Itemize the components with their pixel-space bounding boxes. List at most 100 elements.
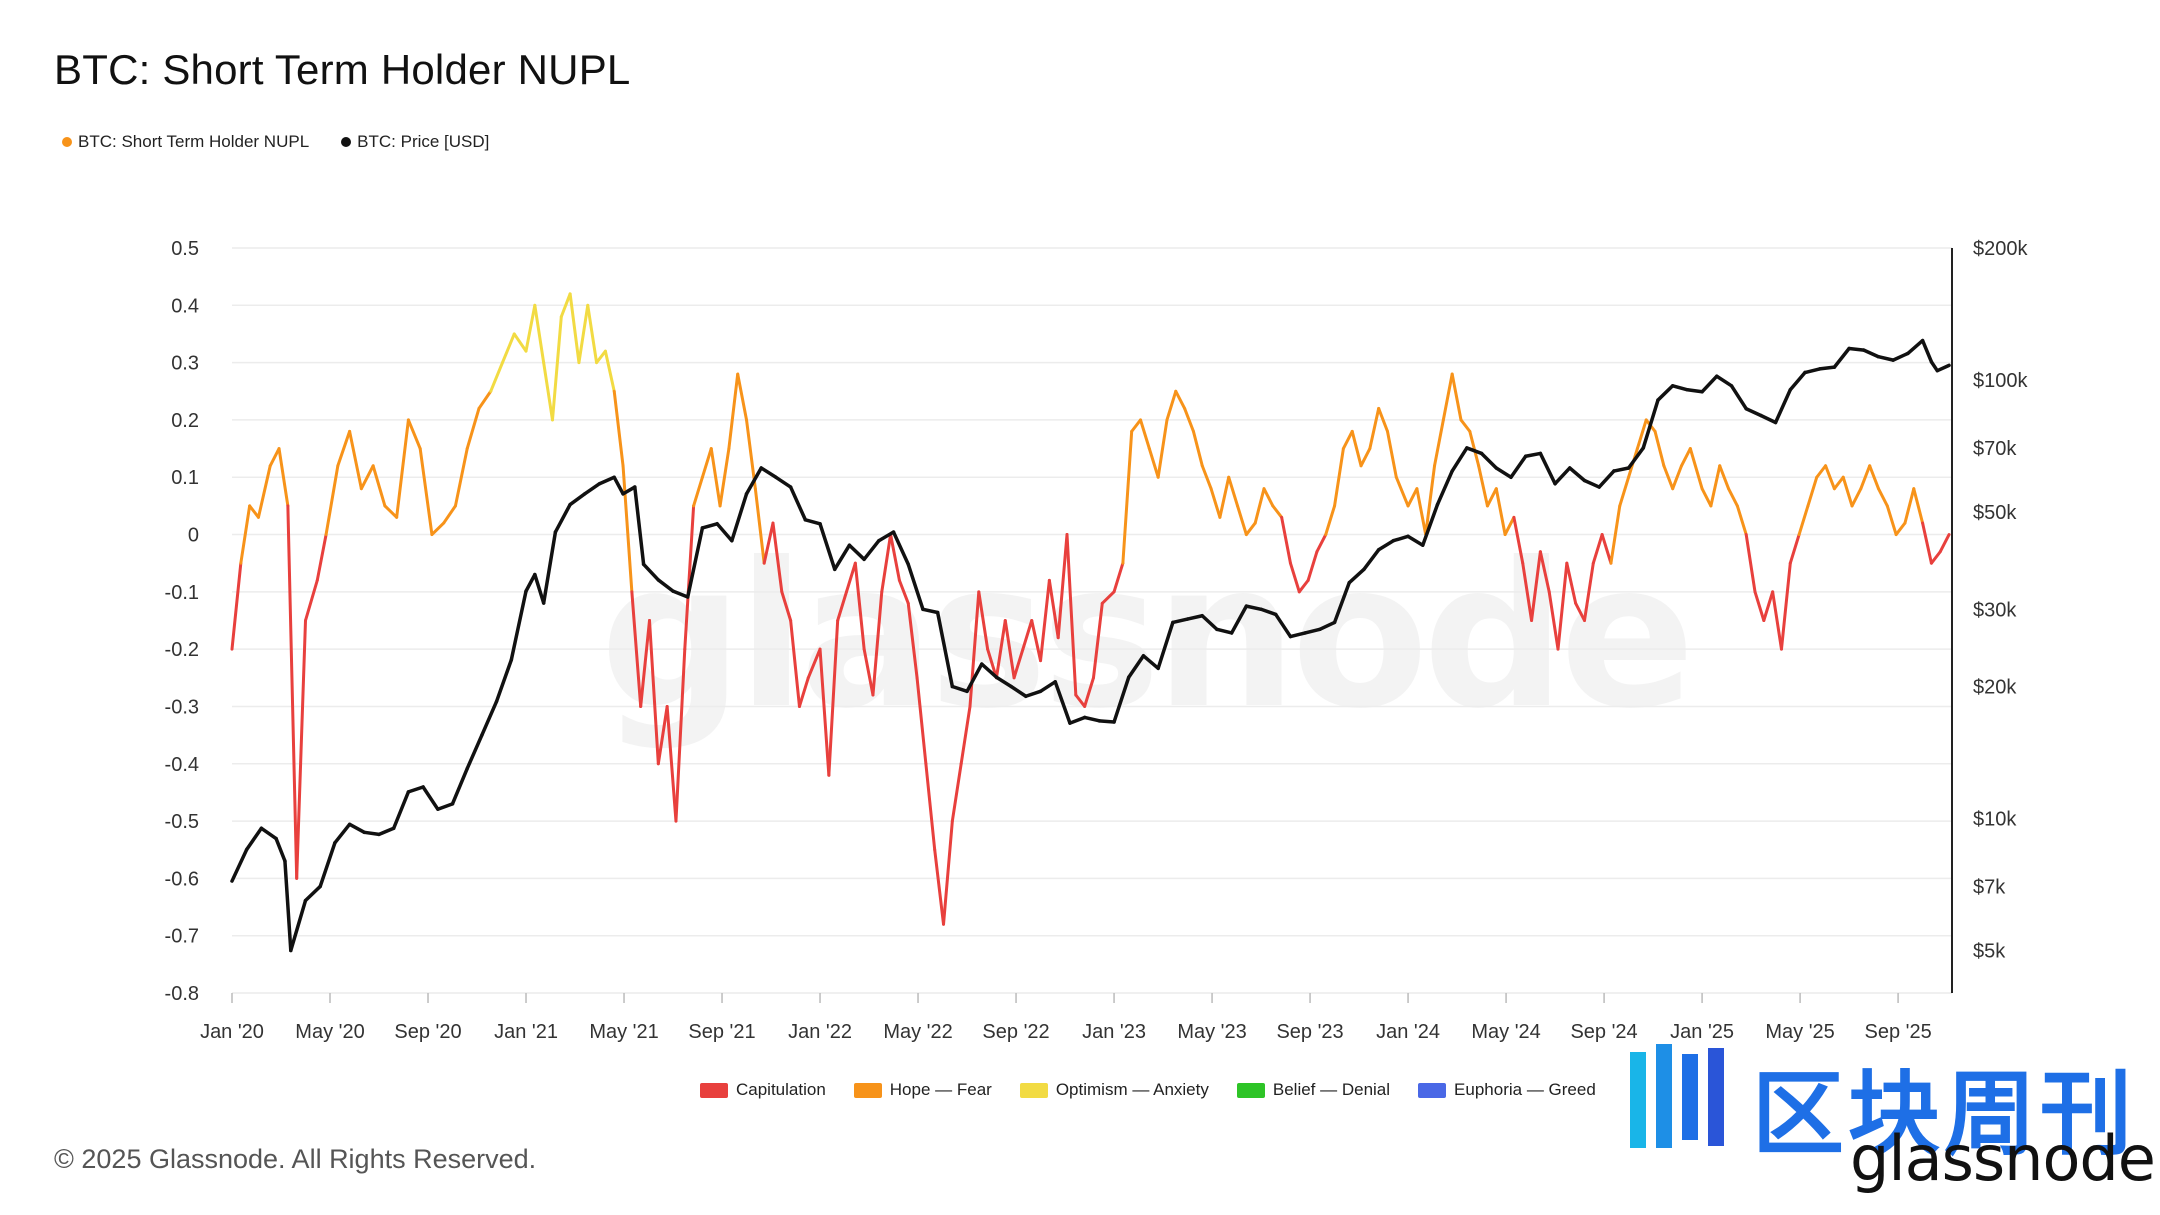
nupl-point (727, 372, 740, 451)
legend-item-price[interactable]: BTC: Price [USD] (341, 132, 489, 152)
price-point (1024, 689, 1043, 699)
price-point (436, 802, 455, 811)
nupl-point (1091, 601, 1104, 680)
x-tick-label: May '22 (883, 1021, 952, 1043)
nupl-point (871, 590, 884, 697)
nupl-point (1600, 533, 1613, 565)
nupl-point (844, 561, 857, 594)
y-left-tick-label: -0.3 (165, 696, 199, 718)
x-tick-label: Jan '23 (1082, 1021, 1146, 1043)
nupl-point (612, 389, 625, 468)
price-point (877, 530, 896, 543)
nupl-point (230, 561, 243, 651)
nupl-point (430, 521, 446, 537)
nupl-point (968, 590, 981, 708)
x-tick-label: May '21 (589, 1021, 658, 1043)
price-point (347, 822, 367, 835)
nupl-point (595, 349, 607, 365)
zone-item-belief-denial[interactable]: Belief — Denial (1236, 1080, 1390, 1100)
price-point (1568, 466, 1587, 483)
price-point (612, 475, 625, 496)
nupl-point (1574, 601, 1586, 622)
zone-item-optimism-anxiety[interactable]: Optimism — Anxiety (1019, 1080, 1209, 1100)
nupl-point (1280, 515, 1292, 565)
nupl-point (542, 361, 554, 422)
nupl-point (1538, 550, 1551, 594)
nupl-point (1635, 418, 1648, 451)
nupl-point (1406, 487, 1419, 508)
legend-item-nupl[interactable]: BTC: Short Term Holder NUPL (62, 132, 309, 152)
x-tick-label: Sep '21 (688, 1021, 755, 1043)
price-point (1891, 351, 1910, 362)
nupl-point (1450, 372, 1463, 422)
price-point (1862, 348, 1881, 359)
nupl-point (586, 303, 599, 365)
nupl-point (1582, 561, 1595, 622)
x-tick-label: Sep '20 (394, 1021, 461, 1043)
y-right-tick-label: $5k (1973, 941, 2006, 963)
nupl-point (359, 464, 375, 491)
zone-item-euphoria-greed[interactable]: Euphoria — Greed (1418, 1080, 1596, 1100)
nupl-point (1797, 504, 1810, 537)
nupl-point (500, 332, 516, 365)
nupl-point (1894, 521, 1907, 537)
price-point (621, 485, 637, 496)
nupl-point (1341, 429, 1354, 451)
nupl-point (862, 647, 875, 697)
price-point (421, 785, 440, 811)
price-point (1597, 469, 1616, 489)
nupl-point (512, 332, 528, 353)
nupl-point (656, 704, 669, 766)
nupl-point (736, 372, 749, 422)
nupl-point (683, 504, 696, 651)
nupl-point (818, 647, 831, 777)
nupl-point (453, 447, 469, 508)
nupl-point (442, 504, 457, 525)
price-point (641, 562, 661, 582)
price-point (1744, 406, 1763, 418)
price-point (818, 522, 837, 572)
nupl-point (277, 447, 290, 508)
nupl-point (1065, 533, 1078, 697)
nupl-point (489, 361, 504, 393)
price-point (1465, 446, 1484, 456)
nupl-point (745, 418, 757, 491)
nupl-point (524, 303, 537, 353)
price-point (1097, 719, 1116, 724)
nupl-point (1530, 550, 1542, 622)
zone-item-capitulation[interactable]: Capitulation (700, 1080, 826, 1100)
price-point (847, 543, 866, 562)
nupl-point (1477, 464, 1489, 508)
nupl-point (395, 418, 410, 519)
zone-swatch-euphoria-greed (1418, 1082, 1447, 1098)
price-point (1876, 354, 1895, 362)
price-point (1450, 446, 1469, 473)
nupl-point (1938, 533, 1951, 554)
nupl-point (1709, 464, 1722, 508)
nupl-point (1218, 475, 1231, 519)
price-point (1715, 374, 1734, 388)
zone-item-hope-fear[interactable]: Hope — Fear (853, 1080, 992, 1100)
price-point (1929, 360, 1940, 373)
zone-swatch-capitulation (700, 1082, 728, 1098)
price-point (1494, 466, 1513, 480)
nupl-point (1762, 590, 1775, 622)
nupl-point (1083, 676, 1095, 708)
nupl-point (889, 533, 901, 582)
nupl-point (1333, 447, 1345, 508)
nupl-point (1441, 372, 1454, 422)
price-point (1347, 567, 1366, 585)
price-point (509, 589, 528, 662)
price-point (1112, 675, 1131, 724)
price-point (1626, 446, 1646, 470)
nupl-point (324, 464, 340, 537)
nupl-point (1912, 487, 1925, 525)
nupl-point (630, 590, 643, 708)
x-tick-label: Jan '25 (1670, 1021, 1734, 1043)
nupl-point (994, 619, 1007, 680)
nupl-point (603, 349, 616, 393)
nupl-point (1253, 487, 1266, 525)
nupl-point (1459, 418, 1472, 433)
nupl-point (1885, 504, 1898, 537)
